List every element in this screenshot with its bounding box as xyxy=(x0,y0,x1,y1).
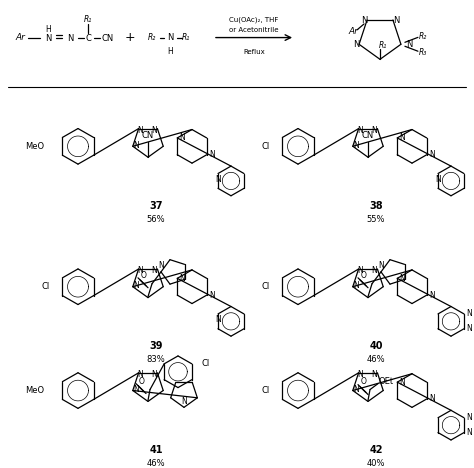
Text: N: N xyxy=(152,266,157,276)
Text: R₂: R₂ xyxy=(419,32,427,41)
Text: 38: 38 xyxy=(369,201,383,211)
Text: N: N xyxy=(138,370,144,379)
Text: N: N xyxy=(372,126,377,135)
Text: N: N xyxy=(133,141,139,150)
Text: R₂: R₂ xyxy=(148,33,156,42)
Text: N: N xyxy=(378,262,384,271)
Text: N: N xyxy=(429,291,435,300)
Text: N: N xyxy=(358,370,364,379)
Text: N: N xyxy=(67,34,73,43)
Text: N: N xyxy=(429,395,435,403)
Text: N: N xyxy=(179,274,185,283)
Text: H: H xyxy=(167,47,173,56)
Text: N: N xyxy=(353,385,359,394)
Text: N: N xyxy=(167,33,173,42)
Text: C: C xyxy=(85,34,91,43)
Text: N: N xyxy=(138,266,144,276)
Text: N: N xyxy=(358,126,364,135)
Text: N: N xyxy=(400,133,405,142)
Text: 39: 39 xyxy=(149,341,163,351)
Text: N: N xyxy=(181,397,187,406)
Text: N: N xyxy=(358,266,364,276)
Text: N: N xyxy=(215,315,221,324)
Text: N: N xyxy=(353,141,359,150)
Text: 56%: 56% xyxy=(146,215,165,224)
Text: 83%: 83% xyxy=(146,355,165,365)
Text: R₁: R₁ xyxy=(84,15,92,24)
Text: Cl: Cl xyxy=(42,282,50,291)
Text: N: N xyxy=(466,428,472,437)
Text: 40%: 40% xyxy=(367,459,385,468)
Text: O: O xyxy=(361,377,367,386)
Text: R₁: R₁ xyxy=(182,33,190,42)
Text: 41: 41 xyxy=(149,445,163,455)
Text: N: N xyxy=(45,34,51,43)
Text: or Acetonitrile: or Acetonitrile xyxy=(229,27,279,33)
Text: Cl: Cl xyxy=(262,386,270,395)
Text: N: N xyxy=(209,150,215,159)
Text: N: N xyxy=(133,281,139,290)
Text: H: H xyxy=(45,25,51,34)
Text: N: N xyxy=(158,262,164,271)
Text: N: N xyxy=(372,266,377,276)
Text: Reflux: Reflux xyxy=(243,50,265,55)
Text: 46%: 46% xyxy=(146,459,165,468)
Text: N: N xyxy=(400,378,405,387)
Text: N: N xyxy=(133,385,139,394)
Text: N: N xyxy=(466,413,472,422)
Text: N: N xyxy=(209,291,215,300)
Text: N: N xyxy=(466,309,472,318)
Text: R₃: R₃ xyxy=(419,48,427,57)
Text: MeO: MeO xyxy=(25,386,44,395)
Text: 40: 40 xyxy=(369,341,383,351)
Text: O: O xyxy=(141,271,147,280)
Text: 46%: 46% xyxy=(367,355,385,365)
Text: 37: 37 xyxy=(149,201,163,211)
Text: N: N xyxy=(435,175,441,184)
Text: CN: CN xyxy=(102,34,114,43)
Text: N: N xyxy=(152,370,157,379)
Text: Ar: Ar xyxy=(348,27,358,37)
Text: N: N xyxy=(393,16,399,25)
Text: N: N xyxy=(353,281,359,290)
Text: OEt: OEt xyxy=(378,377,393,386)
Text: N: N xyxy=(152,126,157,135)
Text: N: N xyxy=(179,133,185,142)
Text: N: N xyxy=(406,40,412,49)
Text: MeO: MeO xyxy=(25,142,44,151)
Text: 55%: 55% xyxy=(367,215,385,224)
Text: 42: 42 xyxy=(369,445,383,455)
Text: N: N xyxy=(400,274,405,283)
Text: N: N xyxy=(372,370,377,379)
Text: Cu(OAc)₂, THF: Cu(OAc)₂, THF xyxy=(229,16,279,23)
Text: N: N xyxy=(361,16,367,25)
Text: O: O xyxy=(361,271,367,280)
Text: Cl: Cl xyxy=(262,282,270,291)
Text: N: N xyxy=(466,324,472,333)
Text: Ar: Ar xyxy=(15,33,25,42)
Text: CN: CN xyxy=(142,131,154,140)
Text: R₁: R₁ xyxy=(379,41,387,50)
Text: CN: CN xyxy=(362,131,374,140)
Text: N: N xyxy=(429,150,435,159)
Text: Cl: Cl xyxy=(262,142,270,151)
Text: N: N xyxy=(138,126,144,135)
Text: Cl: Cl xyxy=(202,359,210,368)
Text: +: + xyxy=(125,31,135,44)
Text: N: N xyxy=(215,175,221,184)
Text: N: N xyxy=(353,40,359,49)
Text: O: O xyxy=(139,377,145,386)
